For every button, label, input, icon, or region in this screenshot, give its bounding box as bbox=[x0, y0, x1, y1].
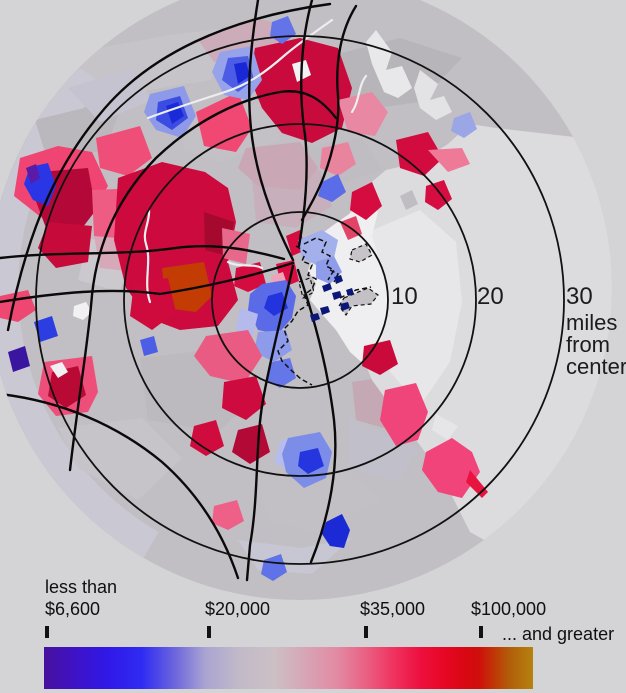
census-tract bbox=[350, 182, 382, 220]
census-tract bbox=[194, 330, 262, 384]
census-tract bbox=[96, 126, 152, 176]
census-tract bbox=[428, 148, 470, 172]
distance-ring bbox=[123, 123, 477, 477]
census-tract bbox=[222, 228, 250, 264]
distance-ring bbox=[211, 211, 389, 389]
census-tract bbox=[396, 132, 443, 176]
census-tract bbox=[254, 330, 292, 362]
census-tract bbox=[322, 514, 350, 548]
lake bbox=[73, 302, 92, 320]
harbor-island bbox=[310, 313, 320, 322]
river bbox=[350, 74, 368, 114]
road bbox=[248, 0, 295, 262]
census-tract bbox=[190, 420, 224, 456]
river bbox=[226, 260, 264, 270]
ring-caption-line: from bbox=[566, 332, 610, 357]
road bbox=[0, 392, 240, 580]
census-tract bbox=[451, 112, 477, 138]
census-tract bbox=[34, 316, 58, 342]
coastline bbox=[329, 269, 340, 283]
ring-caption-line: miles bbox=[566, 310, 617, 335]
harbor-island bbox=[334, 275, 343, 284]
road bbox=[0, 261, 295, 304]
census-tract bbox=[362, 340, 398, 375]
road bbox=[6, 2, 332, 332]
road bbox=[245, 264, 295, 582]
census-tract bbox=[234, 62, 250, 84]
census-tract bbox=[298, 448, 324, 474]
census-tract bbox=[26, 164, 40, 184]
census-tract bbox=[234, 262, 266, 292]
road bbox=[0, 244, 286, 261]
census-tract bbox=[212, 500, 244, 530]
harbor-island bbox=[332, 291, 342, 300]
coastline bbox=[277, 245, 317, 386]
water bbox=[414, 70, 452, 120]
census-tract bbox=[232, 424, 270, 464]
terrain-patch bbox=[348, 418, 420, 482]
ring-label: 20 bbox=[477, 283, 504, 310]
peninsula bbox=[349, 243, 373, 263]
distance-rings bbox=[35, 35, 565, 565]
census-tract bbox=[266, 358, 296, 388]
census-tract bbox=[400, 190, 418, 210]
distance-ring bbox=[35, 35, 565, 565]
harbor-island bbox=[320, 306, 330, 315]
census-tract bbox=[338, 92, 388, 136]
census-tract bbox=[261, 554, 287, 581]
terrain-patch bbox=[58, 418, 182, 500]
ring-caption-line: center bbox=[566, 354, 626, 379]
ring-label: 10 bbox=[391, 283, 418, 310]
census-tract bbox=[140, 336, 158, 356]
ring-label: 30 bbox=[566, 283, 593, 310]
coastline bbox=[339, 286, 372, 299]
census-tract bbox=[238, 142, 318, 190]
census-tract bbox=[298, 230, 338, 266]
harbor-island bbox=[322, 283, 332, 292]
census-tract bbox=[380, 383, 428, 446]
census-tract bbox=[422, 438, 480, 498]
census-tract bbox=[162, 262, 212, 312]
census-tract bbox=[222, 376, 266, 420]
river bbox=[143, 208, 152, 304]
census-tract bbox=[320, 142, 356, 176]
census-tract bbox=[318, 174, 346, 202]
census-tract bbox=[8, 346, 30, 372]
water bbox=[432, 414, 458, 440]
terrain-patch bbox=[198, 18, 292, 62]
harbor-island bbox=[340, 302, 350, 311]
census-tract bbox=[196, 92, 252, 152]
census-tract bbox=[425, 180, 452, 210]
harbor-island bbox=[346, 288, 354, 296]
census-tract bbox=[38, 222, 92, 268]
road bbox=[68, 90, 338, 472]
lake bbox=[50, 362, 68, 378]
terrain-patch bbox=[258, 468, 382, 532]
